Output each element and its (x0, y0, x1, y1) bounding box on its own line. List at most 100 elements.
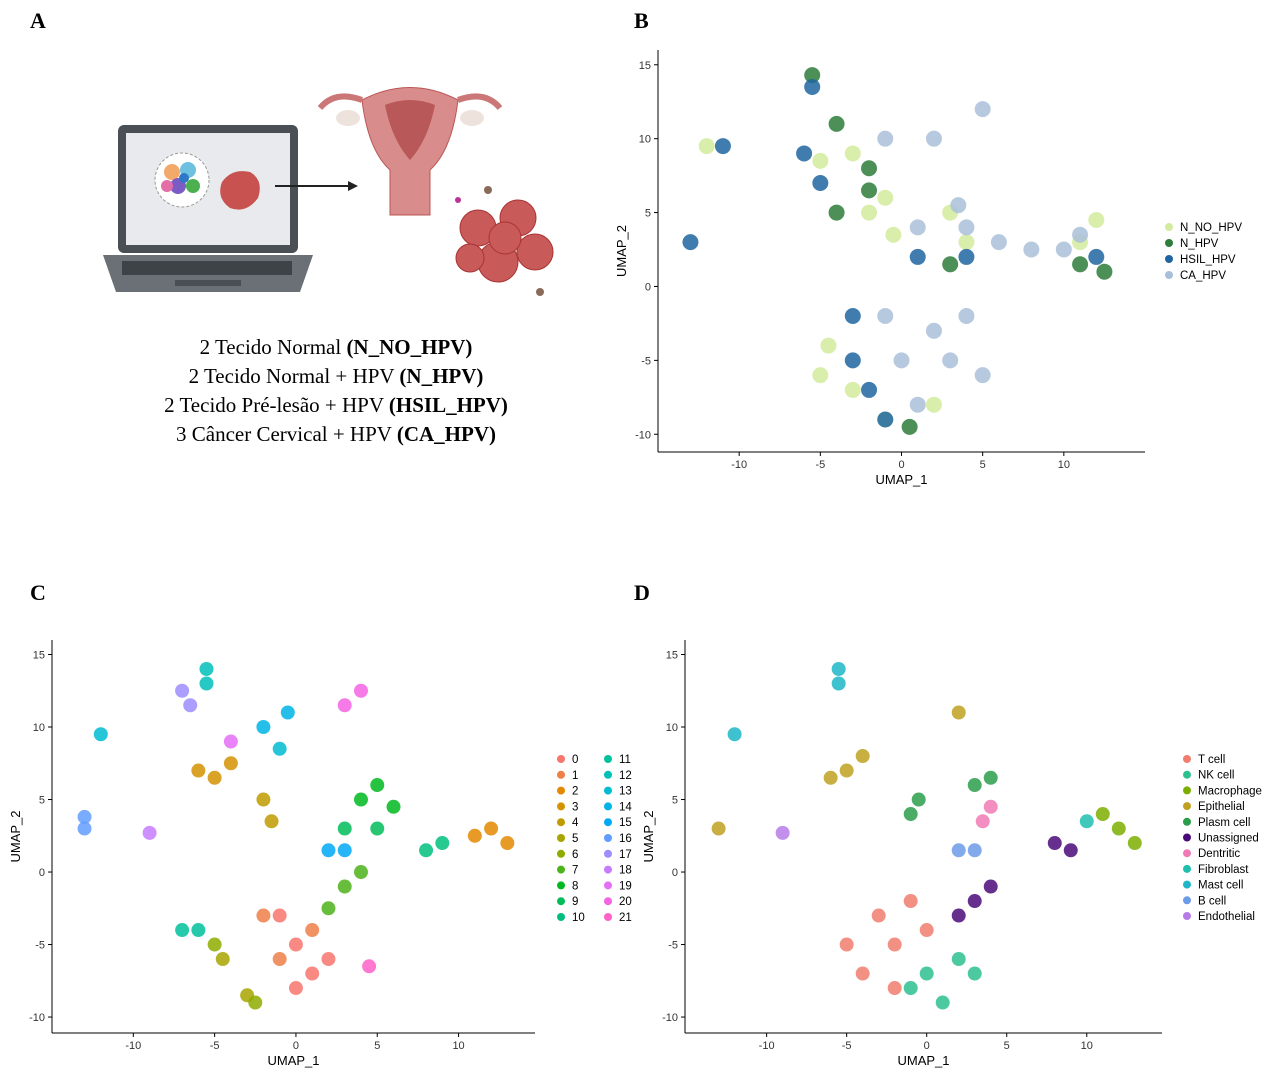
point (142, 825, 157, 840)
point (877, 189, 894, 206)
legend-label: Plasm cell (1198, 817, 1250, 829)
legend-swatch (604, 849, 612, 858)
legend-swatch (557, 786, 565, 795)
legend-swatch (557, 913, 565, 921)
point (175, 923, 190, 938)
legend-swatch (1183, 786, 1191, 795)
y-tick-label: -5 (641, 355, 651, 367)
point (272, 741, 287, 756)
point (983, 799, 998, 814)
panel-letter: B (634, 8, 649, 33)
legend-swatch (604, 818, 612, 827)
legend-swatch (604, 897, 612, 906)
point (711, 821, 726, 836)
group-text: 3 Câncer Cervical + HPV (176, 422, 392, 446)
point (828, 115, 845, 132)
legend-label: 0 (572, 754, 578, 766)
x-tick-label: -10 (731, 459, 747, 471)
y-tick-label: 15 (666, 650, 678, 662)
legend-label: 11 (619, 754, 631, 766)
y-axis-label: UMAP_2 (641, 810, 656, 862)
x-tick-label: -5 (815, 459, 825, 471)
legend-label: 15 (619, 817, 632, 829)
point (820, 337, 837, 354)
point (727, 727, 742, 742)
point (1111, 821, 1126, 836)
point (903, 894, 918, 909)
point (909, 396, 926, 413)
point (370, 778, 385, 793)
point (828, 204, 845, 221)
group-line: 2 Tecido Pré-lesão + HPV (HSIL_HPV) (164, 393, 508, 417)
point (175, 683, 190, 698)
points (711, 662, 1142, 1010)
legend-label: Epithelial (1198, 801, 1245, 813)
legend-swatch (604, 881, 612, 890)
point (823, 770, 838, 785)
x-tick-label: 5 (980, 459, 986, 471)
y-tick-label: 5 (645, 208, 651, 220)
point (812, 152, 829, 169)
point (919, 923, 934, 938)
point (844, 352, 861, 369)
point (877, 130, 894, 147)
legend-label: CA_HPV (1180, 270, 1226, 282)
x-tick-label: 10 (1081, 1040, 1093, 1052)
legend-swatch (1183, 755, 1191, 763)
legend-swatch (1165, 271, 1173, 279)
point (893, 352, 910, 369)
point (804, 67, 821, 84)
point (903, 807, 918, 822)
point (467, 828, 482, 843)
legend-swatch (557, 897, 565, 906)
point (958, 234, 975, 251)
legend-label: Macrophage (1198, 785, 1262, 797)
point (983, 879, 998, 894)
legend-swatch (1165, 255, 1173, 263)
point (861, 182, 878, 199)
y-tick-label: 5 (39, 795, 45, 807)
x-tick-label: 0 (898, 459, 904, 471)
x-axis-label: UMAP_1 (875, 472, 927, 487)
points (682, 67, 1113, 435)
point (199, 662, 214, 677)
point (264, 814, 279, 829)
point (1047, 836, 1062, 851)
point (942, 352, 959, 369)
group-line: 2 Tecido Normal (N_NO_HPV) (200, 335, 473, 359)
point (911, 792, 926, 807)
point (839, 763, 854, 778)
legend-swatch (1183, 912, 1191, 920)
legend-label: T cell (1198, 754, 1225, 766)
point (1088, 211, 1105, 228)
legend-swatch (1183, 817, 1191, 826)
point (223, 734, 238, 749)
group-text: 2 Tecido Pré-lesão + HPV (164, 393, 384, 417)
group-line: 2 Tecido Normal + HPV (N_HPV) (189, 364, 484, 388)
point (951, 705, 966, 720)
legend-label: 20 (619, 896, 632, 908)
point (256, 908, 271, 923)
legend-swatch (557, 865, 565, 874)
illustration (103, 87, 554, 296)
point (321, 843, 336, 858)
point (272, 908, 287, 923)
y-tick-label: -10 (662, 1012, 678, 1024)
legend-label: 21 (619, 912, 632, 924)
legend-label: Unassigned (1198, 833, 1259, 845)
y-tick-label: 0 (39, 867, 45, 879)
y-tick-label: 10 (33, 722, 45, 734)
legend-label: 6 (572, 849, 578, 861)
x-tick-label: 10 (452, 1040, 464, 1052)
point (698, 138, 715, 155)
legend-swatch (1183, 880, 1191, 889)
point (435, 836, 450, 851)
point (370, 821, 385, 836)
point (901, 418, 918, 435)
x-tick-label: 5 (1004, 1040, 1010, 1052)
point (942, 256, 959, 273)
point (77, 821, 92, 836)
point (321, 901, 336, 916)
legend-label: N_NO_HPV (1180, 222, 1242, 234)
